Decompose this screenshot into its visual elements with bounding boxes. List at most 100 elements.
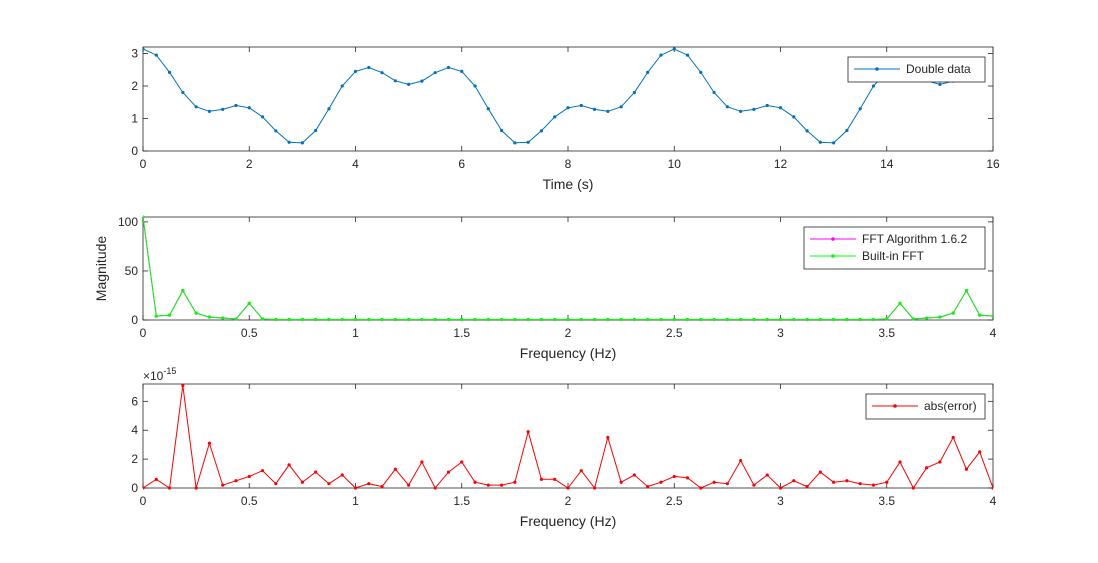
data-point xyxy=(845,128,849,133)
data-point xyxy=(446,65,451,70)
data-point xyxy=(818,470,822,474)
data-point xyxy=(526,317,530,322)
data-point xyxy=(712,480,716,484)
x-tick-label: 14 xyxy=(880,157,894,171)
data-point xyxy=(460,460,464,464)
data-point xyxy=(832,480,836,484)
data-point xyxy=(143,47,145,51)
data-point xyxy=(898,301,902,305)
data-point xyxy=(592,486,597,490)
data-point xyxy=(513,480,517,484)
legend-entry-label: FFT Algorithm 1.6.2 xyxy=(862,232,967,246)
data-point xyxy=(832,141,836,145)
data-point xyxy=(845,479,849,483)
y-tick-label: 0 xyxy=(131,481,138,495)
data-point xyxy=(393,317,397,322)
x-tick-label: 1.5 xyxy=(453,494,470,508)
legend-box xyxy=(803,226,986,270)
data-point xyxy=(685,317,690,322)
data-point xyxy=(699,70,703,74)
data-point xyxy=(646,70,650,74)
data-point xyxy=(832,317,836,322)
legend-entry-label: Double data xyxy=(906,62,971,76)
data-point xyxy=(367,317,371,322)
data-point xyxy=(194,311,198,315)
y-tick-label: 1 xyxy=(131,112,138,126)
data-point xyxy=(167,313,172,317)
data-point xyxy=(699,486,703,490)
data-point xyxy=(978,450,982,454)
x-tick-label: 4 xyxy=(352,157,359,171)
data-point xyxy=(885,317,889,321)
axes-box xyxy=(142,383,994,489)
data-point xyxy=(353,486,358,490)
y-tick-label: 2 xyxy=(131,79,138,93)
plot-area xyxy=(143,383,993,490)
data-point xyxy=(991,314,993,318)
data-point xyxy=(300,317,304,322)
data-point xyxy=(486,317,490,322)
legend-swatch-marker xyxy=(831,254,835,258)
abs-error-axes: 0 0.5 1 1.5 2 2.5 3 3.5 4 0 2 4 6 Frequency (Hz) ×10-1… xyxy=(131,366,996,529)
y-exponent-power: -15 xyxy=(163,366,176,376)
data-point xyxy=(725,317,729,322)
data-point xyxy=(473,84,477,88)
data-point xyxy=(805,317,809,322)
data-point xyxy=(632,473,637,477)
data-point xyxy=(858,317,862,322)
legend-swatch-marker xyxy=(893,404,897,408)
data-point xyxy=(260,317,265,321)
data-point xyxy=(978,313,982,317)
data-point xyxy=(778,486,783,490)
data-point xyxy=(499,483,504,487)
y-tick-label: 2 xyxy=(131,452,138,466)
x-tick-label: 3 xyxy=(777,494,784,508)
legend-swatch-marker xyxy=(875,67,879,71)
x-tick-label: 0 xyxy=(140,157,147,171)
data-point xyxy=(685,476,690,480)
data-point xyxy=(221,316,225,320)
x-tick-label: 3 xyxy=(777,326,784,340)
data-point xyxy=(300,141,304,145)
data-point xyxy=(805,129,809,133)
data-point xyxy=(739,317,743,322)
data-point xyxy=(739,458,743,463)
data-point xyxy=(579,317,583,322)
x-tick-label: 2.5 xyxy=(666,326,683,340)
data-point xyxy=(154,314,158,318)
data-point xyxy=(513,317,517,322)
data-point xyxy=(951,311,955,315)
data-point xyxy=(407,82,411,86)
data-point xyxy=(420,317,424,322)
data-point xyxy=(274,482,278,486)
x-tick-label: 1 xyxy=(352,494,359,508)
data-point xyxy=(964,288,969,293)
x-tick-label: 3.5 xyxy=(878,326,895,340)
legend: FFT Algorithm 1.6.2 Built-in FFT xyxy=(803,226,986,270)
data-point xyxy=(327,107,331,111)
x-tick-label: 4 xyxy=(990,494,997,508)
data-point xyxy=(143,215,145,219)
data-point xyxy=(513,141,517,145)
x-tick-label: 8 xyxy=(565,157,572,171)
data-point xyxy=(911,317,915,321)
y-axis-label: Magnitude xyxy=(93,236,109,302)
x-tick-label: 0.5 xyxy=(241,494,258,508)
x-tick-label: 2 xyxy=(565,494,572,508)
data-point xyxy=(340,317,344,322)
data-point xyxy=(858,482,862,486)
x-axis-label: Frequency (Hz) xyxy=(520,345,616,361)
data-point xyxy=(871,483,876,487)
data-point xyxy=(460,317,464,322)
data-point xyxy=(871,317,876,322)
data-point xyxy=(221,107,225,111)
data-point xyxy=(885,480,889,484)
data-point xyxy=(659,53,663,57)
data-point xyxy=(672,47,676,51)
data-point xyxy=(446,317,451,322)
data-point xyxy=(340,473,344,477)
data-point xyxy=(407,483,411,487)
data-point xyxy=(871,84,876,88)
x-tick-label: 1.5 xyxy=(453,326,470,340)
